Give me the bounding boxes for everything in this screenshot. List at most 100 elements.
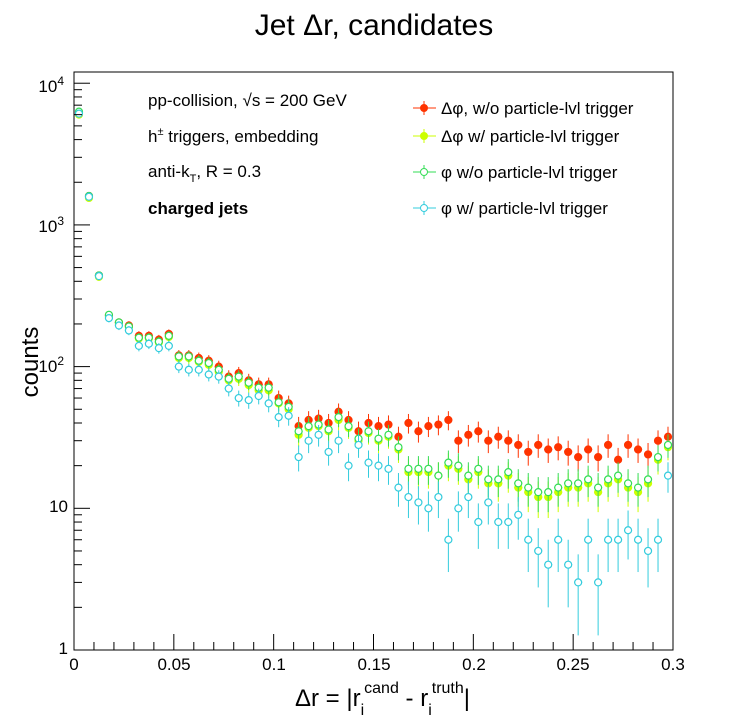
data-point: [554, 473, 563, 507]
annotation-collision: pp-collision, √s = 200 GeV: [148, 91, 347, 110]
marker: [604, 440, 613, 450]
marker: [484, 475, 493, 484]
y-tick-label: 104: [38, 74, 64, 96]
data-point: [424, 456, 433, 485]
data-point: [74, 109, 84, 118]
marker: [344, 461, 353, 470]
marker: [564, 560, 573, 569]
chart-title: Jet Δr, candidates: [255, 9, 494, 42]
data-point: [514, 434, 523, 458]
data-point: [604, 518, 613, 573]
legend-label: Δφ w/ particle-lvl trigger: [441, 127, 620, 146]
marker: [653, 535, 663, 544]
marker: [124, 326, 134, 335]
data-point: [464, 424, 473, 447]
data-point: [194, 355, 203, 367]
data-point: [224, 381, 233, 397]
marker: [394, 483, 403, 492]
marker: [74, 109, 84, 118]
x-tick-label: 0.15: [357, 655, 390, 674]
marker: [464, 471, 473, 480]
marker: [474, 517, 483, 527]
marker: [334, 413, 343, 422]
data-point: [494, 426, 503, 449]
marker: [284, 411, 293, 420]
marker: [613, 535, 623, 544]
marker: [454, 504, 463, 513]
marker: [414, 427, 423, 436]
data-point: [564, 539, 573, 608]
marker: [334, 436, 343, 445]
marker: [244, 396, 253, 405]
data-point: [164, 331, 173, 341]
marker: [504, 468, 513, 477]
legend-label: φ w/ particle-lvl trigger: [441, 199, 608, 218]
marker: [94, 272, 104, 281]
marker: [604, 535, 613, 544]
marker: [254, 391, 263, 401]
data-point: [434, 415, 443, 436]
marker: [494, 475, 503, 484]
data-point: [663, 462, 673, 493]
marker: [204, 358, 213, 368]
marker: [584, 535, 593, 544]
marker: [574, 479, 583, 488]
data-point: [544, 539, 553, 608]
marker: [374, 461, 383, 470]
annotation-jets: charged jets: [148, 199, 248, 218]
marker: [514, 440, 523, 450]
data-point: [234, 390, 243, 407]
marker: [134, 333, 143, 342]
data-point: [584, 465, 593, 498]
plot-frame: [73, 71, 674, 651]
data-point: [84, 192, 94, 201]
data-point: [484, 486, 493, 525]
marker: [534, 546, 543, 556]
marker: [134, 341, 143, 351]
data-point: [374, 428, 383, 451]
data-point: [613, 462, 623, 493]
data-point: [124, 326, 134, 336]
marker: [633, 445, 643, 454]
marker: [194, 356, 203, 365]
marker: [594, 452, 603, 462]
marker: [324, 425, 333, 434]
marker: [633, 535, 643, 544]
marker: [534, 440, 543, 450]
marker: [84, 192, 94, 201]
x-tick-label: 0.25: [556, 655, 589, 674]
legend-entry: φ w/o particle-lvl trigger: [413, 163, 618, 182]
data-point: [574, 445, 583, 472]
marker: [524, 535, 533, 544]
data-point: [484, 430, 493, 454]
x-axis-title: Δr = |ricand - ritruth|: [295, 680, 470, 719]
marker: [114, 321, 124, 330]
marker: [424, 422, 433, 431]
marker: [434, 420, 443, 429]
data-point: [574, 469, 583, 502]
marker: [214, 372, 223, 381]
axis-ticks: [73, 82, 674, 651]
marker: [194, 365, 203, 374]
data-point: [334, 408, 343, 428]
data-point: [524, 473, 533, 507]
data-point: [454, 453, 463, 482]
data-point: [534, 434, 543, 458]
legend-marker: [420, 104, 428, 112]
legend-entry: φ w/ particle-lvl trigger: [413, 199, 608, 218]
data-point: [474, 456, 483, 485]
marker: [304, 436, 313, 445]
marker: [154, 344, 163, 353]
marker: [444, 415, 453, 425]
data-point: [623, 434, 633, 458]
marker: [364, 427, 373, 436]
data-point: [474, 503, 483, 549]
marker: [144, 339, 153, 348]
data-point: [184, 363, 193, 377]
marker: [384, 464, 393, 473]
y-tick-label: 103: [38, 214, 64, 236]
legend-marker: [420, 204, 428, 212]
data-point: [594, 554, 603, 636]
marker: [184, 365, 193, 374]
legend-marker: [420, 132, 428, 140]
